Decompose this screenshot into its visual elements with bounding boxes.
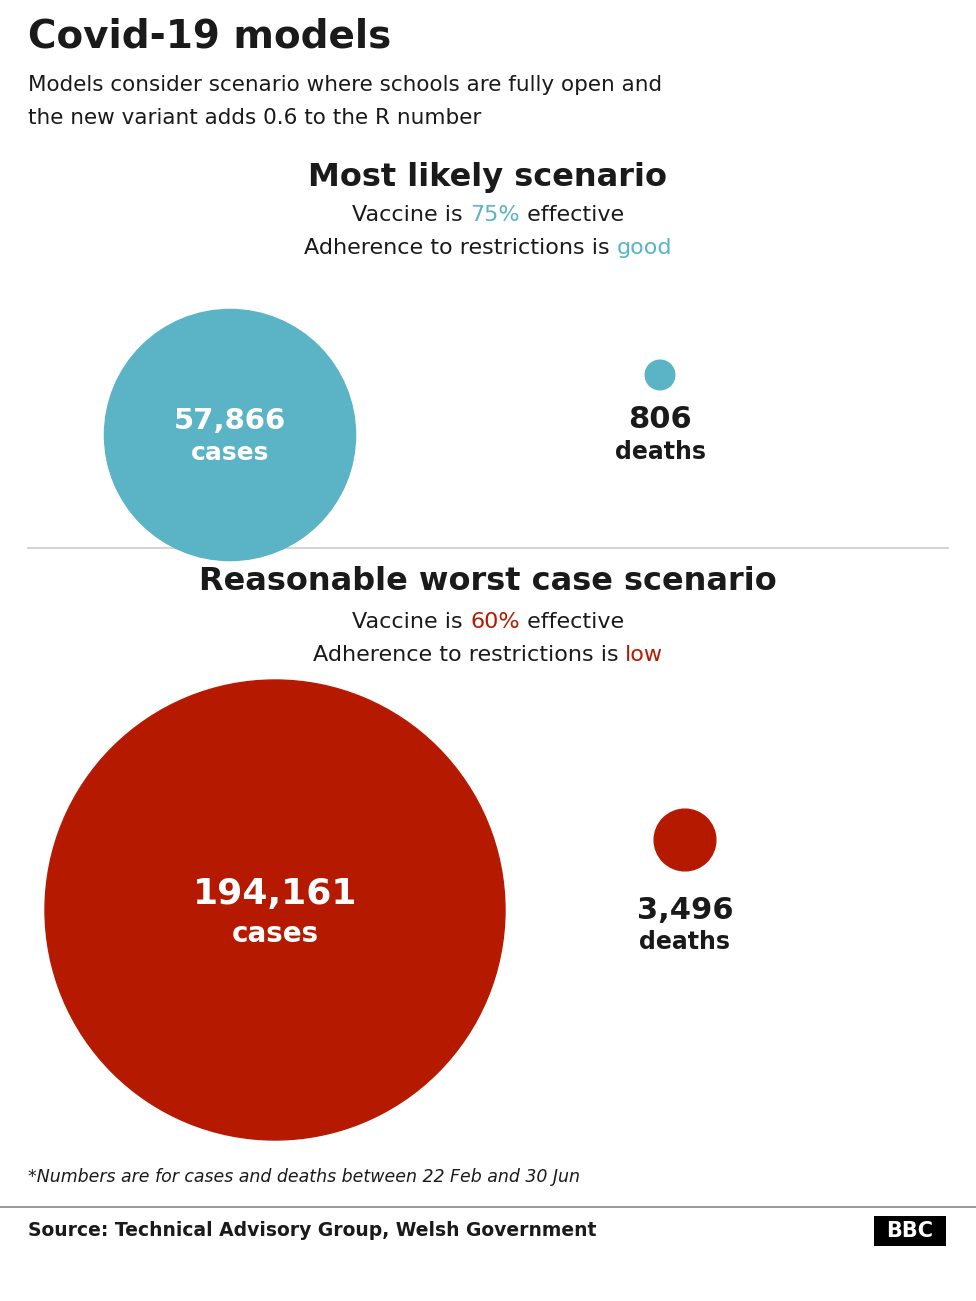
Circle shape [654,809,715,870]
Text: 60%: 60% [470,611,519,632]
Text: Vaccine is: Vaccine is [352,611,470,632]
Text: Vaccine is: Vaccine is [352,206,470,225]
Text: cases: cases [231,920,318,948]
Text: good: good [617,238,672,258]
Text: *Numbers are for cases and deaths between 22 Feb and 30 Jun: *Numbers are for cases and deaths betwee… [28,1168,580,1187]
Circle shape [645,360,674,390]
Text: 806: 806 [629,405,692,435]
Circle shape [104,310,355,561]
Text: Source: Technical Advisory Group, Welsh Government: Source: Technical Advisory Group, Welsh … [28,1222,596,1240]
Text: Most likely scenario: Most likely scenario [308,163,668,193]
Text: Models consider scenario where schools are fully open and: Models consider scenario where schools a… [28,75,662,95]
Text: 194,161: 194,161 [192,877,357,911]
Text: the new variant adds 0.6 to the R number: the new variant adds 0.6 to the R number [28,108,481,127]
Text: effective: effective [519,611,624,632]
Text: deaths: deaths [615,440,706,464]
Text: deaths: deaths [639,930,730,954]
Text: 3,496: 3,496 [636,896,733,925]
Text: 75%: 75% [470,206,519,225]
Text: cases: cases [191,441,269,464]
Text: effective: effective [519,206,624,225]
Text: Adherence to restrictions is: Adherence to restrictions is [312,645,626,665]
Text: Reasonable worst case scenario: Reasonable worst case scenario [199,566,777,597]
Text: BBC: BBC [886,1222,933,1241]
Circle shape [45,680,505,1140]
Bar [874,1216,946,1246]
Text: Adherence to restrictions is: Adherence to restrictions is [304,238,617,258]
Text: low: low [626,645,664,665]
Text: Covid-19 models: Covid-19 models [28,18,391,56]
Text: 57,866: 57,866 [174,407,286,435]
